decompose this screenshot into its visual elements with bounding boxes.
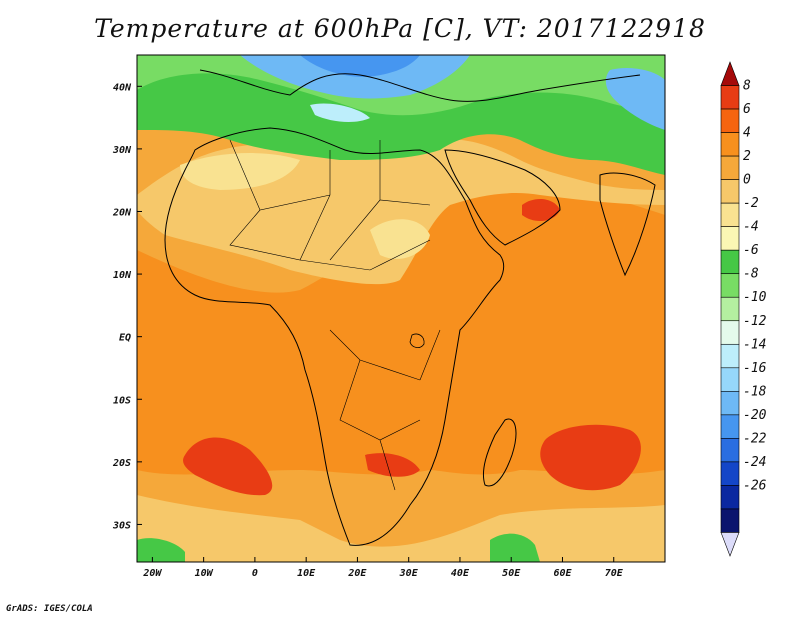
lat-tick-label: 10S [113,395,131,406]
colorbar-bottom-triangle [720,532,740,557]
colorbar-label: 0 [743,173,751,188]
lon-tick-label: 30E [399,568,419,579]
colorbar-swatch [720,202,740,227]
field-pale-yellow [180,153,300,190]
field-s-green [490,533,540,562]
lon-tick-label: 10E [297,568,316,579]
colorbar-swatch [720,85,740,110]
colorbar-swatch [720,155,740,180]
lat-tick-label: 30N [112,145,132,156]
lat-tick-label: 30S [112,520,131,531]
temperature-field [137,55,665,562]
colorbar-label: -8 [743,267,759,282]
coastline-madagascar [482,418,517,487]
colorbar-swatch [720,249,740,275]
colorbar-swatch [720,179,740,204]
colorbar-swatch [720,296,740,322]
lake-victoria [409,333,425,348]
colorbar-label: -12 [743,314,767,329]
colorbar-label: -26 [743,478,767,493]
lon-tick-label: 10W [195,568,214,579]
colorbar-label: -4 [743,220,759,235]
colorbar-swatch [720,343,740,369]
lon-tick-label: 70E [605,568,624,579]
coastline-arabia [444,149,561,246]
colorbar-label: -14 [743,337,766,352]
field-north-paleblue [310,103,370,122]
colorbar-label: -18 [743,384,767,399]
field-hot-arabia [522,198,560,222]
field-ne-blue [605,68,665,130]
coastline-europe [199,69,641,102]
colorbar-label: 8 [743,79,751,94]
lat-tick-label: 20S [112,458,131,469]
colorbar-swatch [720,508,740,533]
colorbar-label: -22 [743,431,767,446]
field-hot-west [183,437,273,496]
colorbar-swatch [720,226,740,251]
border-sahara [229,139,441,491]
colorbar-swatch [720,485,740,510]
lat-tick-label: 20N [112,207,132,218]
colorbar-label: 2 [743,149,751,164]
field-sw-green [137,538,185,562]
colorbar-swatch [720,108,740,133]
colorbar-swatch [720,273,740,298]
field-hot-east [540,424,641,491]
field-north-deepblue [300,55,420,77]
lon-tick-label: 0 [252,568,258,579]
colorbar-label: -10 [743,290,767,305]
map-title: Temperature at 600hPa [C], VT: 201712291… [94,14,706,43]
longitude-axis: 20W 10W 0 10E 20E 30E 40E 50E 60E 70E [142,557,624,579]
colorbar-swatch [720,367,740,392]
lon-tick-label: 40E [451,568,470,579]
lon-tick-label: 60E [553,568,572,579]
colorbar: 8 6 4 2 0 -2 -4 -6 -8 -10 -12 -14 -16 -18 -20 -22 -24 -26 [720,61,767,557]
field-tropical-orange [137,187,665,475]
colorbar-label: 6 [743,102,751,117]
colorbar-label: -6 [743,243,759,258]
colorbar-label: -24 [743,455,766,470]
colorbar-label: -16 [743,361,767,376]
colorbar-swatch [720,461,740,486]
latitude-axis: 40N 30N 20N 10N EQ 10S 20S 30S [112,82,142,531]
lon-tick-label: 20W [142,568,162,579]
colorbar-swatch [720,438,740,463]
colorbar-swatch [720,320,740,345]
plot-frame [136,54,666,563]
colorbar-label: -2 [743,196,759,211]
lat-tick-label: 40N [113,82,132,93]
colorbar-label: 4 [743,126,751,141]
colorbar-top-triangle [720,61,740,86]
colorbar-swatch [720,132,740,157]
lon-tick-label: 50E [502,568,521,579]
colorbar-label: -20 [743,408,767,423]
field-north-blue [240,55,470,99]
lat-tick-label: EQ [119,333,131,344]
field-pale-yellow-2 [370,219,430,259]
coastline-africa [164,127,505,546]
colorbar-swatch [720,391,740,416]
colorbar-swatch [720,414,740,439]
software-credit: GrADS: IGES/COLA [6,604,93,614]
lat-tick-label: 10N [113,270,132,281]
field-hot-southafrica [365,453,420,477]
coastline-india [599,172,656,277]
lon-tick-label: 20E [347,568,367,579]
